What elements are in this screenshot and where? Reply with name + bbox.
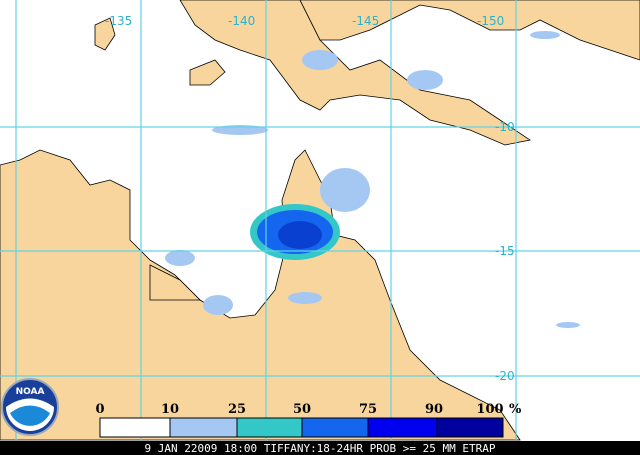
latitude-label: -10 xyxy=(495,120,515,134)
longitude-label: -145 xyxy=(352,14,379,28)
legend: 0 10 25 50 75 90 100 % xyxy=(95,402,522,438)
latitude-label: -15 xyxy=(495,244,515,258)
legend-label: 90 xyxy=(425,402,443,417)
caption-bar xyxy=(0,441,640,455)
legend-unit: % xyxy=(509,402,522,417)
longitude-label: -150 xyxy=(477,14,504,28)
longitude-label: -140 xyxy=(228,14,255,28)
legend-label: 25 xyxy=(228,402,246,417)
graticule xyxy=(0,0,640,440)
caption: 9 JAN 22009 18:00 TIFFANY:18-24HR PROB >… xyxy=(145,442,496,455)
longitude-label: -135 xyxy=(105,14,132,28)
legend-label: 0 xyxy=(95,402,104,417)
svg-text:NOAA: NOAA xyxy=(16,387,45,397)
legend-label: 75 xyxy=(359,402,377,417)
legend-label: 50 xyxy=(293,402,311,417)
land xyxy=(0,0,640,441)
legend-label: 100 xyxy=(476,402,503,417)
latitude-label: -20 xyxy=(495,369,515,383)
rain-probability xyxy=(165,31,580,328)
noaa-logo: NOAA xyxy=(1,378,59,436)
legend-label: 10 xyxy=(161,402,179,417)
